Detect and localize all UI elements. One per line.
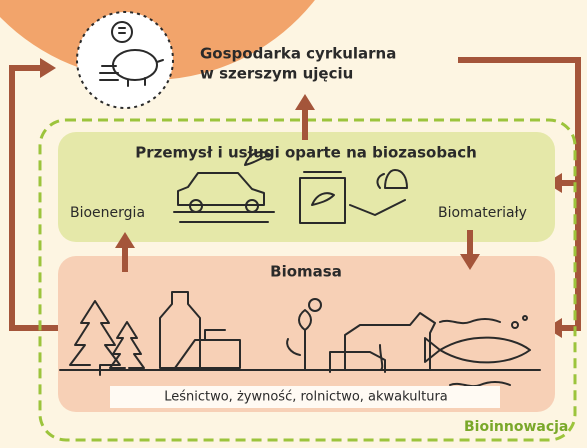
biomaterials-label: Biomateriały <box>438 205 527 221</box>
circular-title: Gospodarka cyrkularna <box>200 45 396 63</box>
industry-title: Przemysł i usługi oparte na biozasobach <box>135 144 477 162</box>
diagram: Gospodarka cyrkularna w szerszym ujęciu … <box>0 0 587 448</box>
bioinnovation-label: Bioinnowacja <box>464 419 568 435</box>
biomass-caption: Leśnictwo, żywność, rolnictwo, akwakultu… <box>164 390 448 405</box>
circular-subtitle: w szerszym ujęciu <box>200 65 353 83</box>
biomass-title: Biomasa <box>270 263 342 281</box>
piggy-bank-badge <box>77 12 173 108</box>
bioenergy-label: Bioenergia <box>70 205 145 221</box>
